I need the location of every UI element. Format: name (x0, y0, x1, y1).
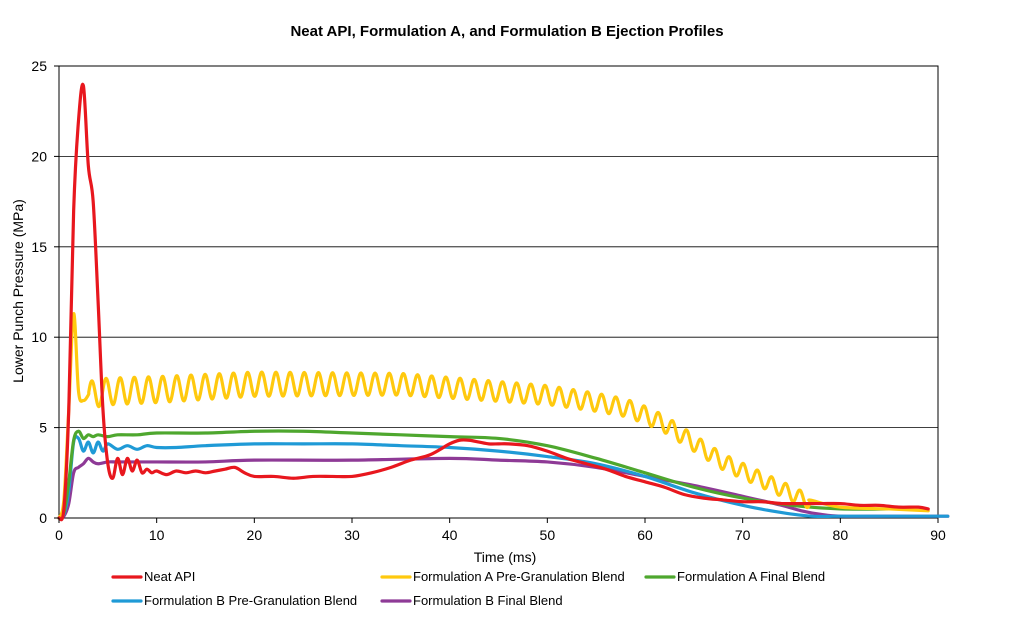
x-tick-label: 30 (344, 527, 360, 543)
legend-label-formulation-b-final-blend: Formulation B Final Blend (413, 593, 563, 608)
series-line-neat-api (57, 82, 930, 522)
legend-label-neat-api: Neat API (144, 569, 195, 584)
plot-area (58, 65, 939, 519)
legend-label-formulation-b-pre-granulation-blend: Formulation B Pre-Granulation Blend (144, 593, 357, 608)
axes: 0 5 10 15 20 25 0 10 20 30 40 50 60 70 80 90 (31, 58, 946, 543)
legend-label-formulation-a-final-blend: Formulation A Final Blend (677, 569, 825, 584)
y-tick-label: 5 (39, 420, 47, 436)
series-line-formulation-a-final-blend (57, 429, 891, 520)
y-tick-label: 10 (31, 329, 47, 345)
gridlines (59, 155, 938, 429)
x-axis-label: Time (ms) (474, 549, 536, 565)
x-tick-label: 10 (149, 527, 165, 543)
series-line-formulation-b-final-blend (57, 456, 950, 520)
legend: Neat API Formulation A Pre-Granulation Bl… (111, 569, 825, 608)
x-tick-label: 40 (442, 527, 458, 543)
x-tick-label: 60 (637, 527, 653, 543)
series-lines (57, 82, 950, 522)
y-tick-label: 0 (39, 510, 47, 526)
x-tick-label: 90 (930, 527, 946, 543)
y-axis-label: Lower Punch Pressure (MPa) (10, 199, 26, 383)
x-tick-label: 0 (55, 527, 63, 543)
y-tick-label: 15 (31, 239, 47, 255)
y-tick-label: 20 (31, 148, 47, 164)
x-tick-label: 20 (247, 527, 263, 543)
y-tick-label: 25 (31, 58, 47, 74)
legend-label-formulation-a-pre-granulation-blend: Formulation A Pre-Granulation Blend (413, 569, 625, 584)
x-tick-label: 70 (735, 527, 751, 543)
series-line-formulation-a-pre-granulation-blend (57, 312, 930, 520)
chart-title: Neat API, Formulation A, and Formulation… (290, 23, 723, 40)
x-tick-label: 80 (833, 527, 849, 543)
series-line-formulation-b-pre-granulation-blend (57, 434, 950, 520)
x-tick-label: 50 (540, 527, 556, 543)
